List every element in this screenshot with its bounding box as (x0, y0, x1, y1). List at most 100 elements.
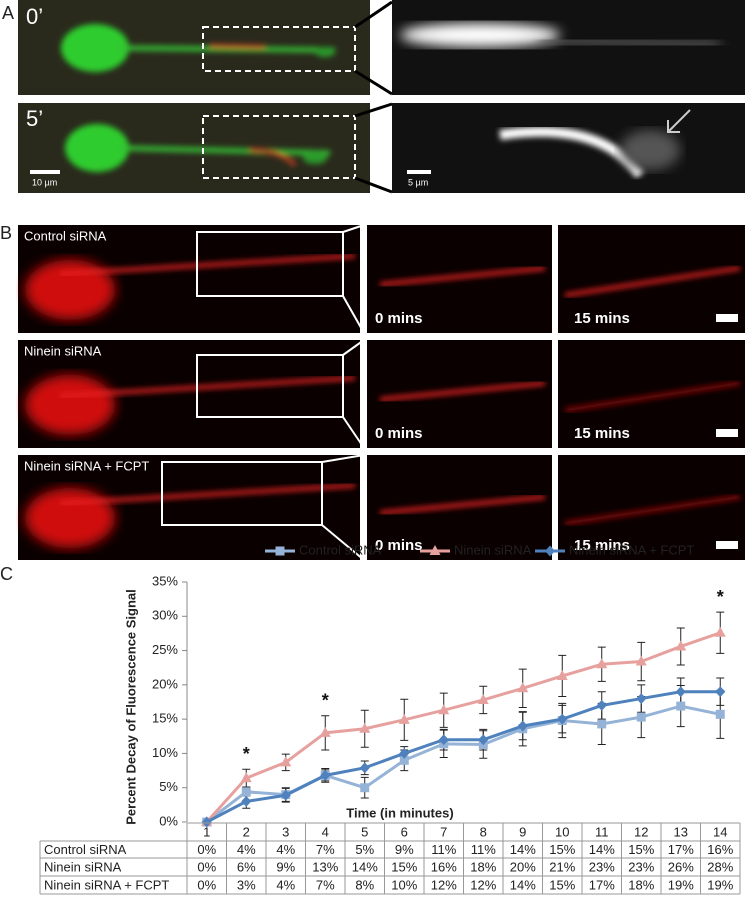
marker (320, 769, 331, 781)
marker (596, 658, 608, 669)
row-label: Ninein siRNA + FCPT (24, 458, 149, 473)
x-tick-label: 3 (282, 824, 289, 839)
marker (636, 693, 647, 705)
annotation: * (322, 690, 329, 710)
marker (557, 713, 568, 725)
zoom-box (196, 231, 344, 297)
table-cell: 0% (197, 842, 216, 857)
panel-label: A (2, 3, 14, 23)
table-cell: 19% (668, 877, 694, 892)
x-tick-label: 1 (203, 824, 210, 839)
table-cell: 18% (470, 859, 496, 874)
annotation: * (717, 587, 724, 607)
time-label: 5’ (26, 106, 43, 131)
table-cell: 17% (589, 877, 615, 892)
table-cell: 3% (237, 877, 256, 892)
panel-label: C (0, 564, 13, 584)
table-cell: 14% (510, 877, 536, 892)
marker (715, 686, 726, 698)
marker (399, 755, 409, 765)
table-cell: 5% (355, 842, 374, 857)
table-cell: 15% (628, 842, 654, 857)
marker (241, 787, 251, 797)
table-cell: 23% (589, 859, 615, 874)
marker (635, 655, 647, 666)
x-tick-label: 10 (555, 824, 569, 839)
chart: 0%5%10%15%20%25%30%35%Percent Decay of F… (39, 542, 741, 895)
cell-body (25, 488, 115, 548)
series-line (205, 631, 721, 824)
marker (675, 686, 686, 698)
table-cell: 13% (312, 859, 338, 874)
micrograph (367, 340, 552, 448)
marker (477, 693, 489, 704)
marker (715, 709, 725, 719)
y-tick-label: 20% (152, 676, 178, 691)
marker (714, 626, 726, 637)
marker (240, 772, 252, 783)
table-cell: 6% (237, 859, 256, 874)
table-cell: 11% (431, 842, 456, 857)
table-cell: 4% (276, 877, 295, 892)
zoom-box (196, 354, 344, 418)
connector (321, 454, 365, 463)
connector (342, 295, 365, 334)
marker (280, 789, 291, 801)
marker (429, 545, 441, 555)
marker (438, 734, 449, 746)
marker (359, 722, 371, 733)
process (379, 495, 546, 515)
cell-body (25, 259, 115, 320)
time-label: 0’ (26, 4, 43, 29)
micrograph (392, 103, 745, 193)
table-cell: 23% (628, 859, 654, 874)
table-cell: 11% (471, 842, 496, 857)
process (564, 495, 741, 526)
marker (241, 795, 252, 807)
table-cell: 28% (707, 859, 733, 874)
micrograph (367, 455, 552, 560)
panel-label: B (0, 223, 12, 243)
process (379, 266, 546, 287)
table-cell: 12% (470, 877, 496, 892)
marker (275, 546, 285, 556)
process (59, 376, 356, 398)
micrograph (558, 225, 745, 333)
table-cell: 10% (391, 877, 417, 892)
table-cell: 17% (668, 842, 694, 857)
table-cell: 14% (352, 859, 378, 874)
marker (636, 712, 646, 722)
process (379, 381, 546, 402)
marker (517, 682, 529, 693)
panel-a: A 0’ 5’ 10 µm 5 µm (2, 0, 745, 194)
table-cell: 18% (628, 877, 654, 892)
scale-bar (716, 429, 738, 437)
x-tick-label: 12 (634, 824, 648, 839)
time-label: 15 mins (574, 310, 630, 327)
table-cell: 20% (510, 859, 536, 874)
time-label: 0 mins (375, 310, 423, 327)
connector (342, 224, 365, 233)
time-label: 0 mins (375, 537, 423, 554)
x-axis-title: Time (in minutes) (346, 805, 453, 820)
marker (556, 669, 568, 680)
table-row-label: Ninein siRNA + FCPT (44, 877, 169, 892)
marker (596, 699, 607, 711)
row-label: Control siRNA (24, 228, 107, 243)
scale-bar-label: 5 µm (408, 177, 428, 187)
table-cell: 14% (510, 842, 536, 857)
x-tick-label: 8 (480, 824, 487, 839)
table-cell: 12% (431, 877, 457, 892)
y-tick-label: 35% (152, 573, 178, 588)
micrograph (558, 455, 745, 560)
table-cell: 7% (316, 842, 335, 857)
y-tick-label: 0% (159, 813, 178, 828)
scale-bar (716, 541, 738, 549)
table-cell: 7% (316, 877, 335, 892)
table-cell: 15% (391, 859, 417, 874)
x-tick-label: 7 (440, 824, 447, 839)
marker (545, 545, 555, 557)
row-label: Ninein siRNA (24, 343, 102, 358)
